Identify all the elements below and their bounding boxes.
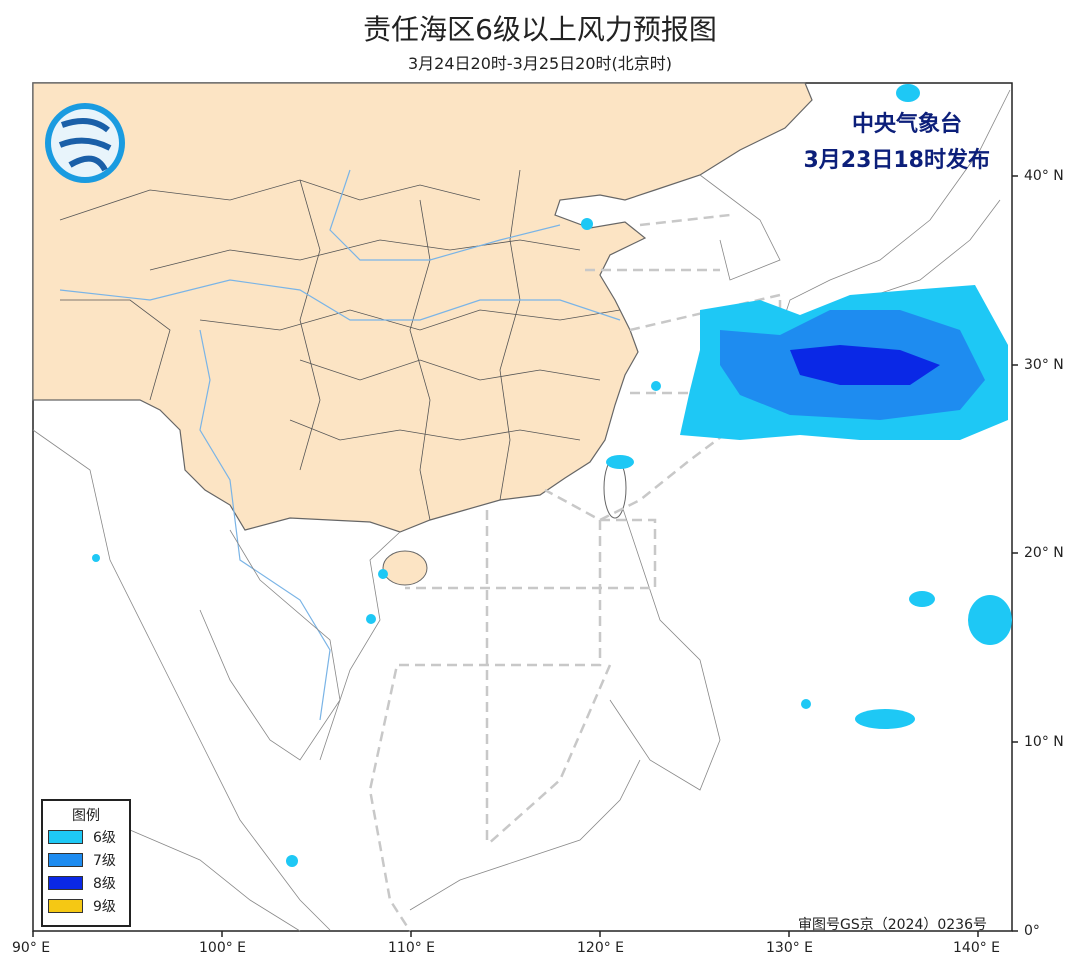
lat-label: 20° N [1024,545,1064,561]
wind-area-level6 [801,699,811,709]
legend-title: 图例 [72,808,100,824]
cma-logo [45,103,125,183]
lat-label: 30° N [1024,357,1064,373]
lat-label: 10° N [1024,734,1064,750]
province-borders [59,169,621,521]
map-approval-number: 审图号GS京（2024）0236号 [798,917,987,933]
issue-time: 3月23日18时发布 [803,148,990,173]
map-subtitle: 3月24日20时-3月25日20时(北京时) [407,54,673,73]
wind-areas [92,84,1012,867]
legend-label: 7级 [93,852,116,869]
legend-item-8: 8级 [43,871,129,894]
wind-area-level6 [651,381,661,391]
wind-area-level6 [909,591,935,607]
lon-label: 100° E [199,940,247,956]
legend: 图例 6级 7级 8级 9级 [41,799,131,927]
wind-area-level6 [968,595,1012,645]
wind-area-level6 [92,554,100,562]
legend-swatch [48,852,83,867]
wind-area-level6 [286,855,298,867]
axis-ticks [32,175,1018,937]
rivers [59,169,621,721]
legend-item-6: 6级 [43,825,129,848]
wind-area-level6 [581,218,593,230]
wind-area-level6 [378,569,388,579]
lon-label: 120° E [577,940,625,956]
wind-area-level6 [855,709,915,729]
hainan-island [382,550,428,586]
wind-area-level6 [366,614,376,624]
lat-label: 40° N [1024,168,1064,184]
lon-label: 140° E [953,940,1001,956]
lat-label: 0° [1024,923,1040,939]
legend-label: 8级 [93,875,116,892]
legend-swatch [48,829,83,844]
wind-area-level6 [606,455,634,469]
legend-item-9: 9级 [43,894,129,917]
lon-label: 130° E [766,940,814,956]
legend-label: 6级 [93,829,116,846]
coastlines [32,89,1011,932]
lon-label: 90° E [12,940,51,956]
legend-swatch [48,898,83,913]
legend-item-7: 7级 [43,848,129,871]
map-title: 责任海区6级以上风力预报图 [363,13,717,46]
wind-area-level6 [896,84,920,102]
lon-label: 110° E [388,940,436,956]
legend-swatch [48,875,83,890]
issuer-name: 中央气象台 [851,112,962,137]
china-landmass [32,82,813,533]
wind-area-level8 [790,345,940,385]
legend-label: 9级 [93,898,116,915]
